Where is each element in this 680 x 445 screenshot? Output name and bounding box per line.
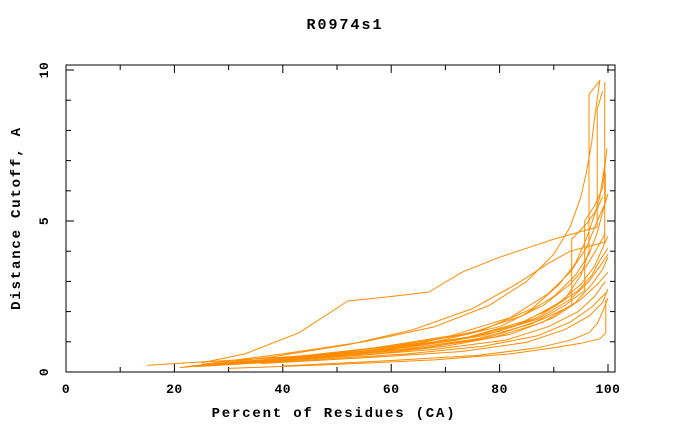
curve-m12 [179, 196, 604, 368]
curve-m03 [196, 82, 606, 367]
curve-m17 [206, 291, 608, 367]
curve-m13 [223, 148, 608, 365]
curve-m05 [190, 160, 606, 367]
y-axis-label: Distance Cutoff, A [9, 126, 25, 310]
curve-m06 [206, 172, 606, 367]
curve-m02 [201, 90, 604, 364]
x-tick-label: 0 [62, 382, 70, 397]
y-tick-label: 10 [37, 62, 52, 79]
plot-border [65, 64, 616, 373]
curve-m16 [250, 281, 606, 364]
y-tick-label: 5 [37, 217, 52, 225]
x-tick-label: 80 [491, 382, 508, 397]
curve-m20 [282, 297, 609, 367]
chart-title: R0974s1 [306, 17, 383, 34]
curve-m04 [201, 79, 601, 365]
x-tick-label: 100 [596, 382, 621, 397]
model-curves [147, 79, 609, 369]
axis-ticks: 0 20 40 60 80 100 0 5 10 [37, 62, 620, 397]
curve-m07 [217, 193, 609, 365]
x-tick-label: 40 [274, 382, 291, 397]
curve-m11 [228, 253, 609, 364]
x-tick-label: 20 [166, 382, 183, 397]
x-axis-label: Percent of Residues (CA) [212, 406, 457, 422]
curve-m18 [261, 288, 609, 364]
y-tick-label: 0 [37, 368, 52, 376]
x-tick-label: 60 [383, 382, 400, 397]
curve-m19 [228, 299, 607, 369]
